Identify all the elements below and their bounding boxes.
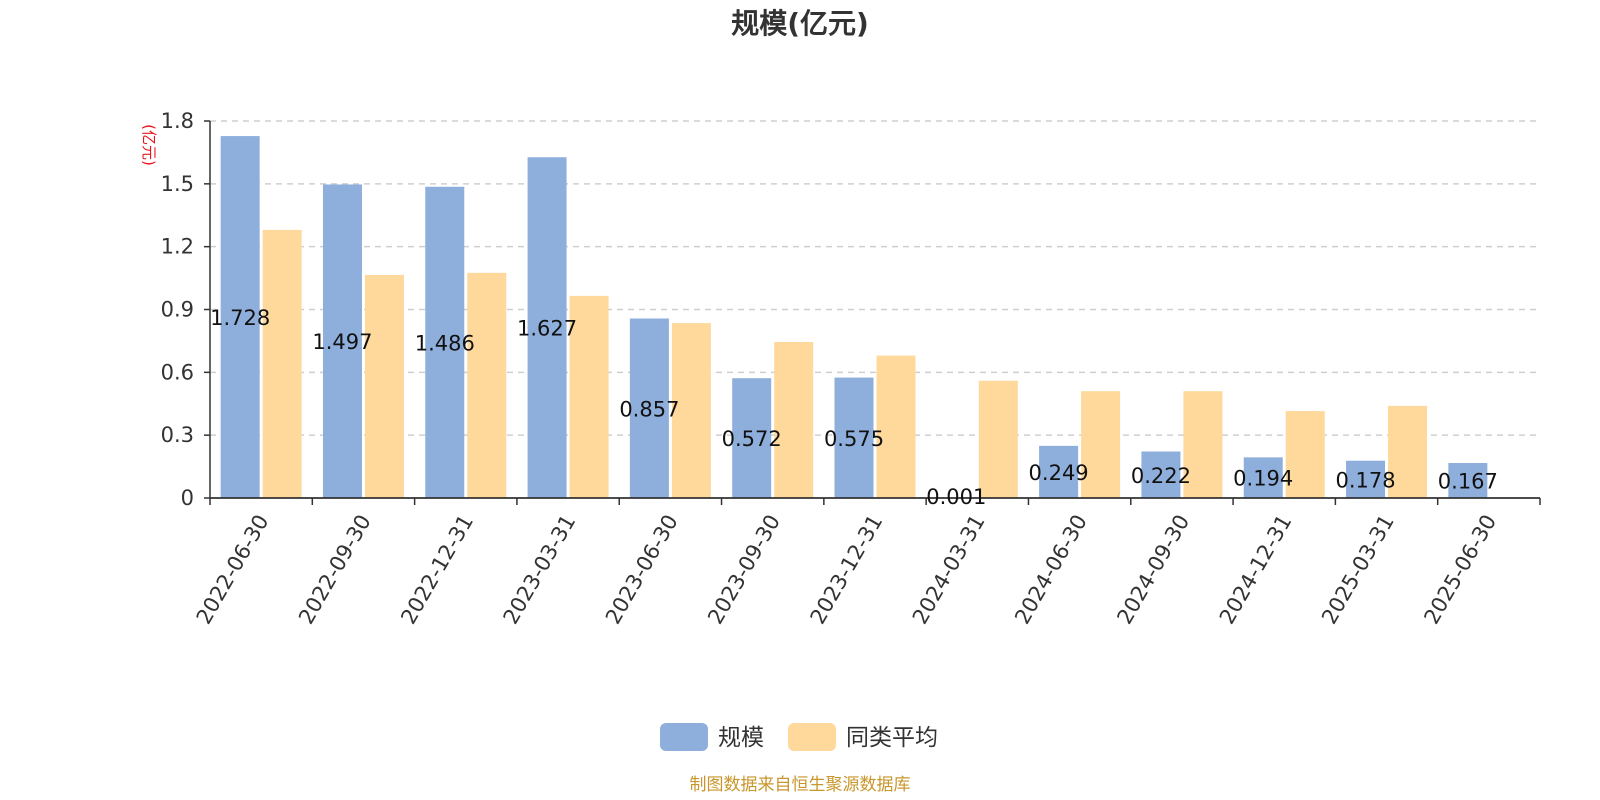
bar-peer-average (1183, 391, 1223, 498)
x-tick-label: 2025-06-30 (1419, 511, 1501, 629)
x-tick-label: 2022-09-30 (294, 511, 376, 629)
bar-scale (629, 318, 669, 498)
legend-label: 同类平均 (846, 725, 938, 751)
x-tick-label: 2023-03-31 (499, 511, 581, 629)
y-tick-label: 0 (181, 486, 194, 510)
chart-title: 规模(亿元) (731, 7, 869, 40)
bar-value-label: 0.249 (1029, 461, 1089, 485)
y-tick-label: 0.6 (161, 360, 194, 384)
y-tick-label: 0.9 (161, 298, 194, 322)
bar-value-label: 0.001 (926, 485, 986, 509)
bar-value-label: 0.167 (1438, 470, 1498, 494)
bar-peer-average (262, 229, 302, 498)
legend: 规模 同类平均 (660, 723, 938, 751)
bar-peer-average (1285, 411, 1325, 498)
bar-scale (1346, 460, 1386, 498)
x-tick-label: 2024-03-31 (908, 511, 990, 629)
x-tick-label: 2024-06-30 (1010, 511, 1092, 629)
bar-value-label: 0.178 (1335, 468, 1395, 492)
y-tick-label: 0.3 (161, 423, 194, 447)
x-tick-label: 2023-09-30 (703, 511, 785, 629)
legend-swatch (788, 723, 836, 751)
x-tick-label: 2022-06-30 (192, 511, 274, 629)
source-note: 制图数据来自恒生聚源数据库 (690, 775, 911, 795)
bar-value-label: 1.627 (517, 317, 577, 341)
bar-peer-average (467, 272, 507, 498)
y-axis-unit-label: (亿元) (140, 124, 158, 166)
bar-scale (1141, 451, 1181, 498)
bar-peer-average (978, 380, 1018, 498)
bar-value-label: 0.857 (619, 397, 679, 421)
bar-scale (1039, 445, 1079, 498)
y-tick-label: 1.5 (161, 172, 194, 196)
bar-scale (732, 378, 772, 498)
bar-value-label: 1.728 (210, 306, 270, 330)
grid-lines (210, 120, 1540, 436)
bar-peer-average (876, 355, 916, 498)
bar-value-label: 0.575 (824, 427, 884, 451)
x-tick-label: 2023-06-30 (601, 511, 683, 629)
bar-scale (425, 186, 465, 498)
bar-peer-average (1388, 405, 1428, 498)
bar-peer-average (364, 274, 404, 498)
bar-labels: 1.728 1.497 1.486 1.627 0.857 0.572 0.575 0.001… (210, 306, 1498, 509)
bar-value-label: 0.222 (1131, 464, 1191, 488)
legend-label: 规模 (718, 725, 764, 751)
bar-value-label: 1.497 (312, 330, 372, 354)
x-tick-label: 2024-12-31 (1215, 511, 1297, 629)
x-tick-label: 2023-12-31 (806, 511, 888, 629)
x-tick-label: 2024-09-30 (1112, 511, 1194, 629)
bar-peer-average (671, 323, 711, 498)
bar-scale (322, 184, 362, 498)
bar-scale (1243, 457, 1283, 498)
bar-scale (1448, 463, 1488, 498)
bar-peer-average (569, 295, 609, 498)
y-tick-label: 1.8 (161, 109, 194, 133)
y-tick-label: 1.2 (161, 235, 194, 259)
x-tick-label: 2022-12-31 (396, 511, 478, 629)
bar-scale (220, 136, 260, 498)
x-tick-label: 2025-03-31 (1317, 511, 1399, 629)
bar-value-label: 1.486 (415, 331, 475, 355)
bar-scale (527, 157, 567, 498)
bar-peer-average (774, 341, 814, 498)
bar-scale (834, 377, 874, 498)
bar-value-label: 0.572 (722, 427, 782, 451)
bar-value-label: 0.194 (1233, 467, 1293, 491)
legend-swatch (660, 723, 708, 751)
bar-peer-average (1081, 391, 1121, 498)
bars (220, 136, 1488, 498)
